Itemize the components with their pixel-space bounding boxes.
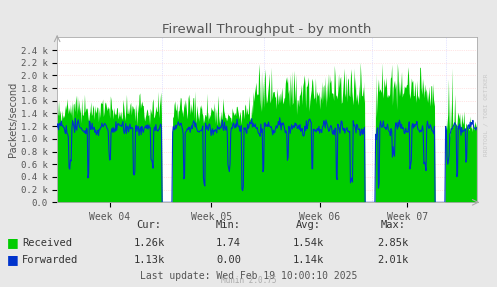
Text: Received: Received xyxy=(22,238,73,247)
Text: Min:: Min: xyxy=(216,220,241,230)
Text: 1.13k: 1.13k xyxy=(134,255,165,265)
Text: Munin 2.0.75: Munin 2.0.75 xyxy=(221,276,276,285)
Text: 0.00: 0.00 xyxy=(216,255,241,265)
Text: 2.85k: 2.85k xyxy=(377,238,408,247)
Text: Max:: Max: xyxy=(380,220,405,230)
Text: 2.01k: 2.01k xyxy=(377,255,408,265)
Text: ■: ■ xyxy=(6,253,18,266)
Text: Avg:: Avg: xyxy=(296,220,321,230)
Text: ■: ■ xyxy=(6,236,18,249)
Text: 1.54k: 1.54k xyxy=(293,238,324,247)
Text: 1.74: 1.74 xyxy=(216,238,241,247)
Text: Cur:: Cur: xyxy=(137,220,162,230)
Text: Last update: Wed Feb 19 10:00:10 2025: Last update: Wed Feb 19 10:00:10 2025 xyxy=(140,271,357,280)
Text: Forwarded: Forwarded xyxy=(22,255,79,265)
Y-axis label: Packets/second: Packets/second xyxy=(8,82,18,158)
Text: 1.26k: 1.26k xyxy=(134,238,165,247)
Text: 1.14k: 1.14k xyxy=(293,255,324,265)
Text: RRDTOOL / TOBI OETIKER: RRDTOOL / TOBI OETIKER xyxy=(484,73,489,156)
Title: Firewall Throughput - by month: Firewall Throughput - by month xyxy=(163,23,372,36)
